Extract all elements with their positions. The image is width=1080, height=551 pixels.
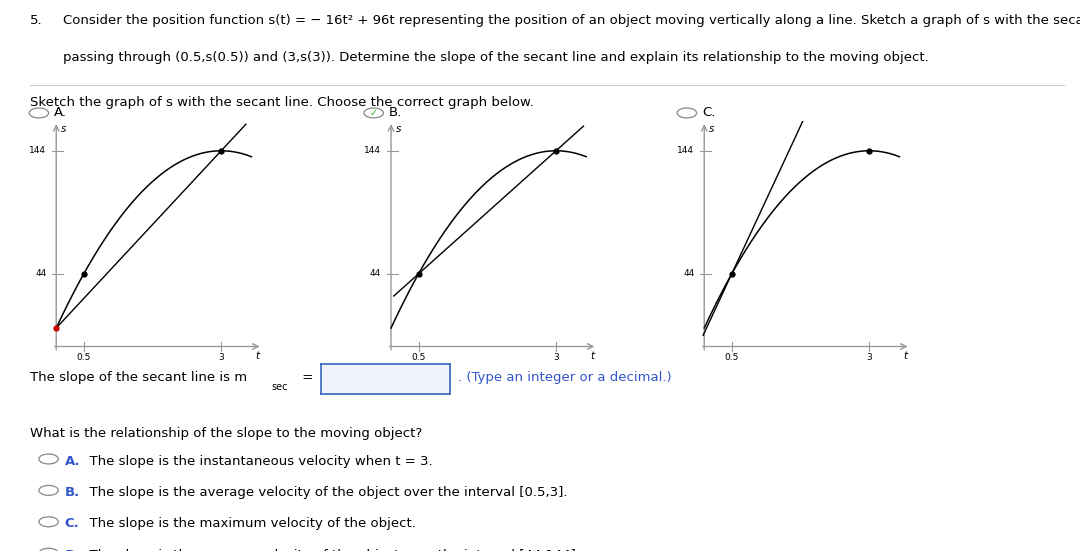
Text: 44: 44	[683, 269, 694, 278]
Text: D.: D.	[65, 549, 81, 551]
Text: t: t	[904, 352, 907, 361]
Text: A.: A.	[54, 106, 67, 120]
Text: sec: sec	[271, 382, 287, 392]
Text: The slope is the maximum velocity of the object.: The slope is the maximum velocity of the…	[81, 517, 416, 531]
Text: passing through (0.5,s(0.5)) and (3,s(3)). Determine the slope of the secant lin: passing through (0.5,s(0.5)) and (3,s(3)…	[63, 51, 929, 64]
Text: 44: 44	[35, 269, 46, 278]
Text: 0.5: 0.5	[411, 353, 426, 361]
Text: 0.5: 0.5	[77, 353, 91, 361]
Text: 144: 144	[364, 146, 381, 155]
Text: ✓: ✓	[369, 108, 378, 118]
Text: C.: C.	[65, 517, 80, 531]
Text: t: t	[591, 352, 594, 361]
Text: C.: C.	[702, 106, 715, 120]
Text: A.: A.	[65, 455, 80, 468]
Text: 144: 144	[677, 146, 694, 155]
Text: s: s	[708, 123, 714, 134]
Text: . (Type an integer or a decimal.): . (Type an integer or a decimal.)	[458, 371, 672, 384]
Text: 0.5: 0.5	[725, 353, 739, 361]
Text: Sketch the graph of s with the secant line. Choose the correct graph below.: Sketch the graph of s with the secant li…	[30, 96, 534, 110]
Text: s: s	[60, 123, 66, 134]
Text: The slope is the average velocity of the object over the interval [0.5,3].: The slope is the average velocity of the…	[81, 486, 567, 499]
Text: t: t	[256, 352, 259, 361]
Text: The slope is the instantaneous velocity when t = 3.: The slope is the instantaneous velocity …	[81, 455, 433, 468]
Text: B.: B.	[389, 106, 402, 120]
Text: 5.: 5.	[30, 14, 43, 27]
Text: B.: B.	[65, 486, 80, 499]
Text: 3: 3	[553, 353, 558, 361]
Text: s: s	[395, 123, 401, 134]
Text: What is the relationship of the slope to the moving object?: What is the relationship of the slope to…	[30, 427, 422, 440]
Text: =: =	[298, 371, 313, 384]
Text: The slope is the average velocity of the object over the interval [44,144].: The slope is the average velocity of the…	[81, 549, 580, 551]
Text: 144: 144	[29, 146, 46, 155]
Text: 44: 44	[369, 269, 381, 278]
Text: Consider the position function s(t) = − 16t² + 96t representing the position of : Consider the position function s(t) = − …	[63, 14, 1080, 27]
Text: 3: 3	[218, 353, 224, 361]
Text: The slope of the secant line is m: The slope of the secant line is m	[30, 371, 247, 384]
Text: 3: 3	[866, 353, 872, 361]
